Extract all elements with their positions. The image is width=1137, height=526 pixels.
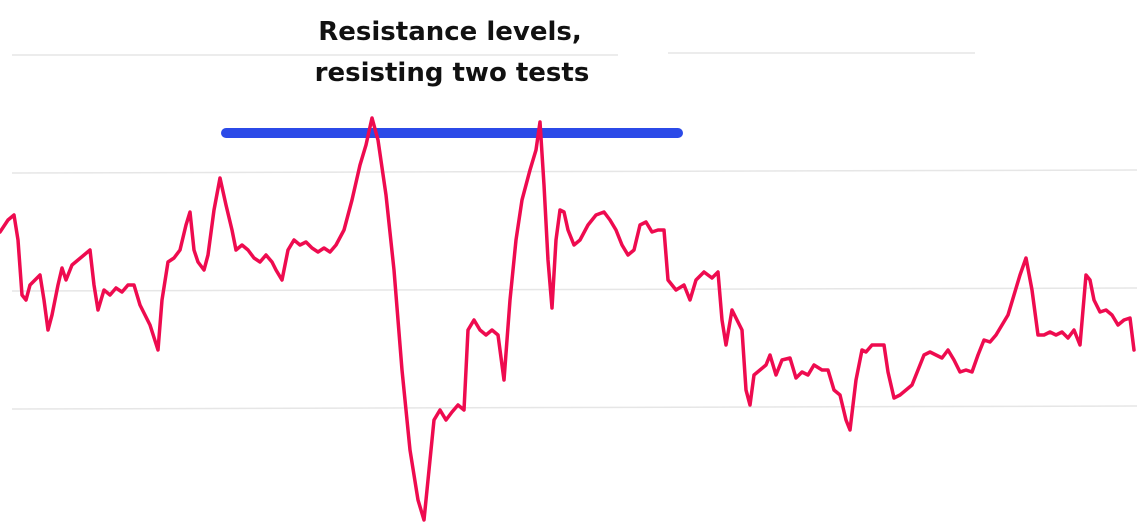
grid-line bbox=[11, 169, 1137, 174]
annotation: resisting two tests bbox=[315, 58, 590, 88]
price-line bbox=[0, 116, 1136, 522]
grid-line bbox=[11, 287, 1137, 292]
grid-line bbox=[11, 405, 1137, 410]
annotation: Resistance levels, bbox=[318, 17, 582, 47]
